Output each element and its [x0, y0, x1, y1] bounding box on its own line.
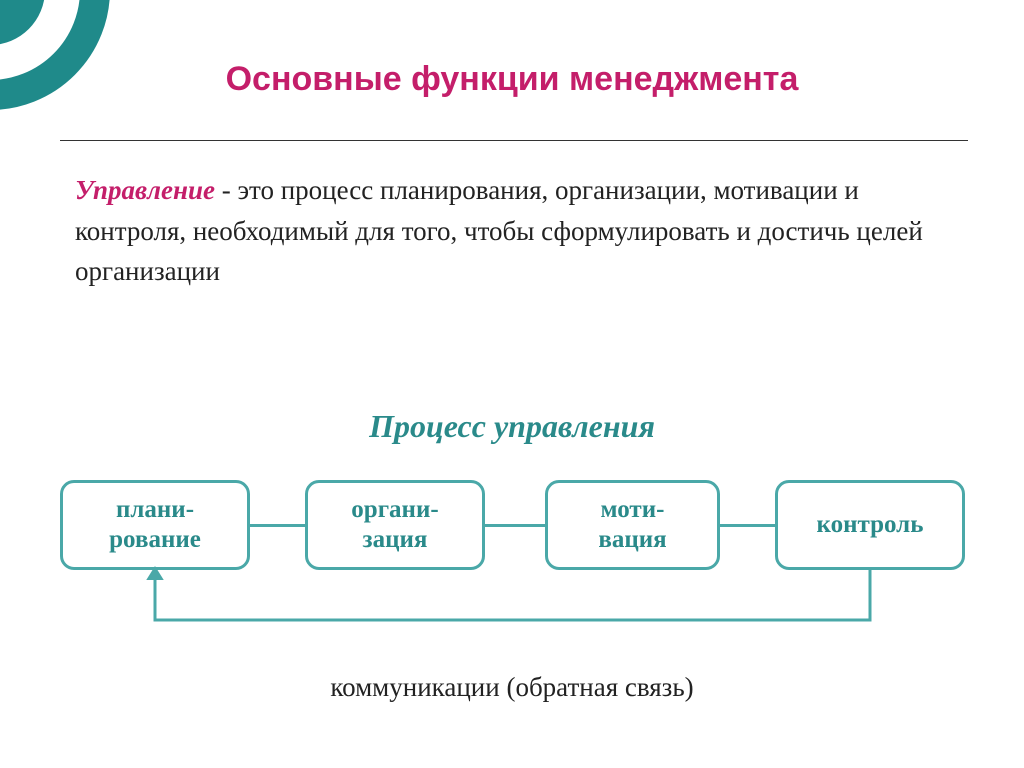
process-subheading: Процесс управления — [0, 408, 1024, 445]
flow-connector — [485, 524, 545, 527]
feedback-label: коммуникации (обратная связь) — [0, 672, 1024, 703]
title-rule — [60, 140, 968, 141]
flow-node-org: органи-зация — [305, 480, 485, 570]
feedback-arrow — [50, 560, 974, 680]
flow-node-ctrl: контроль — [775, 480, 965, 570]
page-title: Основные функции менеджмента — [0, 60, 1024, 99]
flow-node-mot: моти-вация — [545, 480, 720, 570]
definition-paragraph: Управление - это процесс планирования, о… — [75, 170, 955, 292]
definition-lead: Управление — [75, 175, 215, 205]
flow-node-plan: плани-рование — [60, 480, 250, 570]
flow-connector — [720, 524, 775, 527]
flow-connector — [250, 524, 305, 527]
